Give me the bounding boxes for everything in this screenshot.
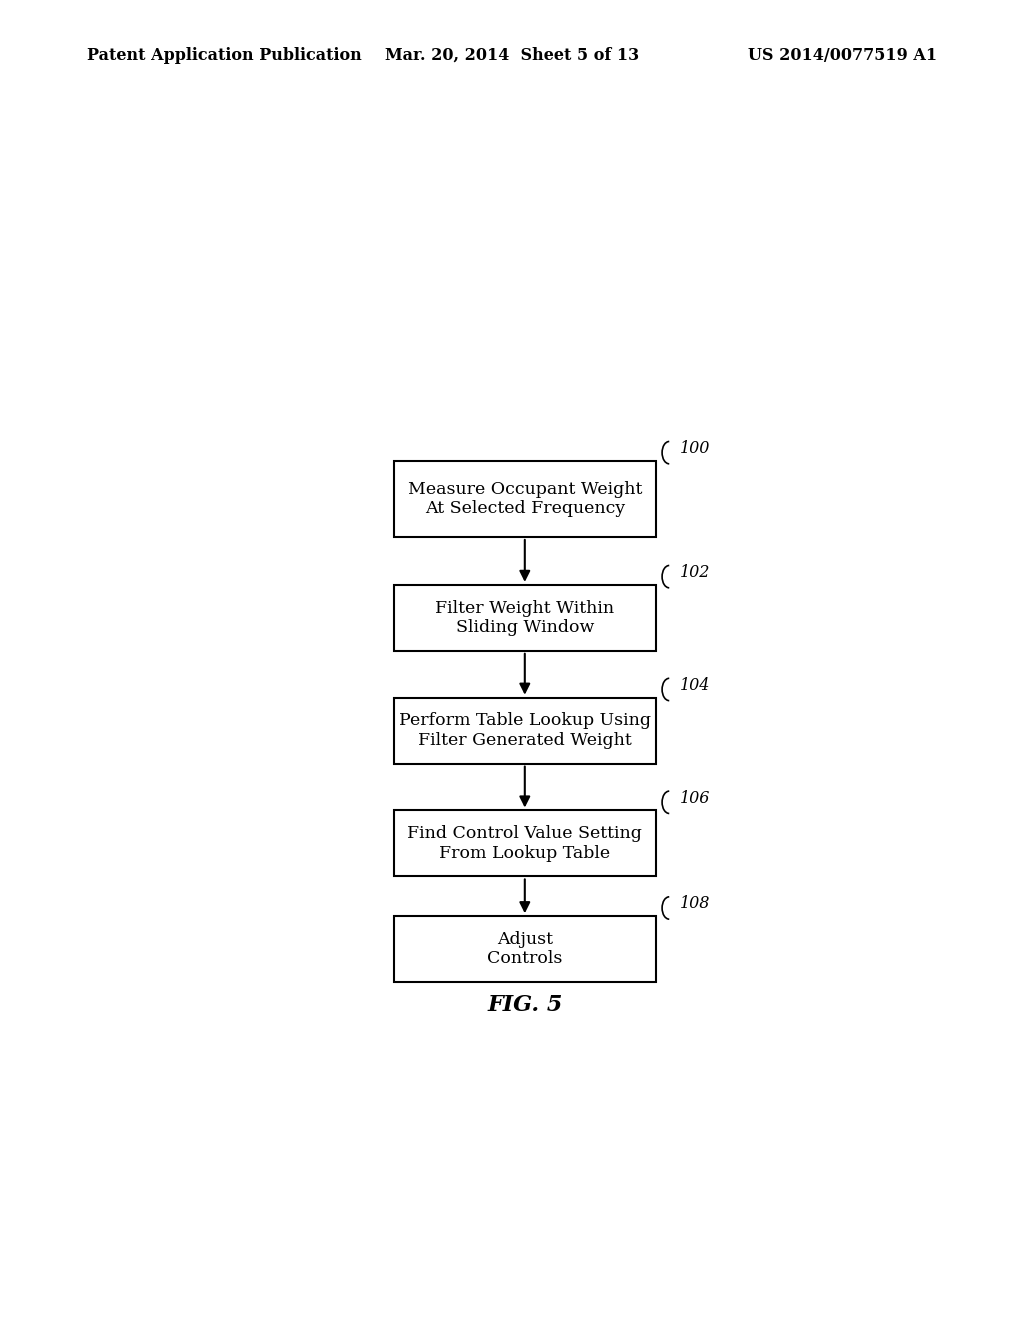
Text: Perform Table Lookup Using
Filter Generated Weight: Perform Table Lookup Using Filter Genera… [398, 713, 651, 748]
FancyBboxPatch shape [394, 697, 655, 764]
FancyBboxPatch shape [394, 810, 655, 876]
Text: 102: 102 [680, 564, 711, 581]
Text: Filter Weight Within
Sliding Window: Filter Weight Within Sliding Window [435, 599, 614, 636]
Text: 106: 106 [680, 789, 711, 807]
FancyBboxPatch shape [394, 461, 655, 537]
Text: US 2014/0077519 A1: US 2014/0077519 A1 [748, 48, 937, 63]
FancyBboxPatch shape [394, 916, 655, 982]
Text: Adjust
Controls: Adjust Controls [487, 931, 562, 968]
Text: Find Control Value Setting
From Lookup Table: Find Control Value Setting From Lookup T… [408, 825, 642, 862]
Text: Mar. 20, 2014  Sheet 5 of 13: Mar. 20, 2014 Sheet 5 of 13 [385, 48, 639, 63]
Text: 100: 100 [680, 440, 711, 457]
Text: 104: 104 [680, 677, 711, 694]
Text: Measure Occupant Weight
At Selected Frequency: Measure Occupant Weight At Selected Freq… [408, 480, 642, 517]
Text: Patent Application Publication: Patent Application Publication [87, 48, 361, 63]
FancyBboxPatch shape [394, 585, 655, 651]
Text: 108: 108 [680, 895, 711, 912]
Text: FIG. 5: FIG. 5 [487, 994, 562, 1016]
